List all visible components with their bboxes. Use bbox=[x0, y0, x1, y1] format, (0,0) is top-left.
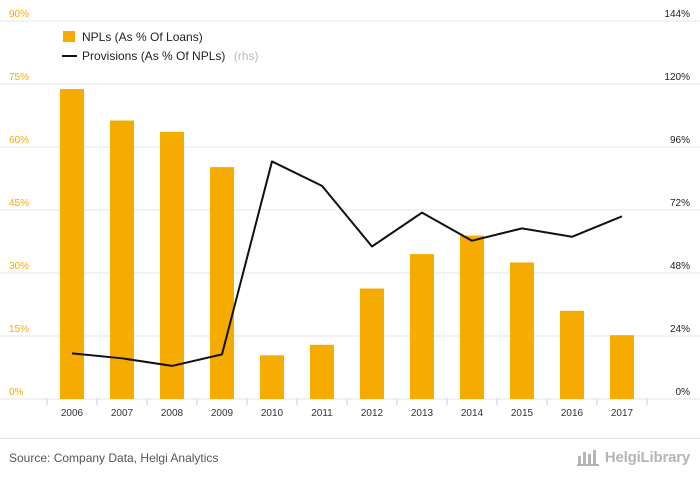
left-tick-label: 0% bbox=[9, 387, 24, 398]
brand-logo: HelgiLibrary bbox=[576, 448, 690, 466]
right-tick-label: 120% bbox=[664, 72, 690, 83]
x-axis-ticks: 2006 2007 2008 2009 2010 2011 2012 2013 2014 2015… bbox=[46, 399, 648, 419]
left-tick-label: 45% bbox=[9, 198, 29, 209]
npl-bar bbox=[210, 167, 234, 399]
left-tick-label: 15% bbox=[9, 324, 29, 335]
npl-bar bbox=[510, 262, 534, 399]
npl-bar bbox=[160, 131, 184, 399]
x-tick-label: 2007 bbox=[111, 408, 134, 419]
left-tick-label: 60% bbox=[9, 135, 29, 146]
npl-bars bbox=[60, 89, 634, 399]
npl-bar bbox=[610, 335, 634, 399]
grid-lines bbox=[0, 20, 700, 400]
left-tick-label: 30% bbox=[9, 261, 29, 272]
x-tick-label: 2006 bbox=[61, 408, 84, 419]
x-tick-label: 2012 bbox=[361, 408, 384, 419]
npl-bar bbox=[460, 235, 484, 399]
npl-bar bbox=[260, 355, 284, 399]
npl-bar bbox=[360, 288, 384, 399]
footer-divider bbox=[0, 438, 700, 439]
x-tick-label: 2015 bbox=[511, 408, 534, 419]
x-tick-label: 2016 bbox=[561, 408, 584, 419]
legend: NPLs (As % Of Loans) Provisions (As % Of… bbox=[62, 30, 259, 64]
right-tick-label: 0% bbox=[676, 387, 691, 398]
legend-label-npls: NPLs (As % Of Loans) bbox=[82, 30, 203, 44]
legend-provisions-suffix: (rhs) bbox=[234, 49, 259, 63]
x-tick-label: 2013 bbox=[411, 408, 434, 419]
left-tick-label: 75% bbox=[9, 72, 29, 83]
right-tick-label: 72% bbox=[670, 198, 690, 209]
npl-bar bbox=[110, 120, 134, 399]
x-tick-label: 2014 bbox=[461, 408, 484, 419]
left-tick-label: 90% bbox=[9, 9, 29, 20]
npl-bar bbox=[310, 344, 334, 399]
right-tick-label: 144% bbox=[664, 9, 690, 20]
npl-bar bbox=[410, 254, 434, 399]
x-tick-label: 2010 bbox=[261, 408, 284, 419]
source-note: Source: Company Data, Helgi Analytics bbox=[9, 451, 219, 465]
x-tick-label: 2011 bbox=[311, 408, 333, 419]
right-tick-label: 48% bbox=[670, 261, 690, 272]
chart: 0% 15% 30% 45% 60% 75% 90% 0% 24% 48% 72% 96% 120% 1… bbox=[0, 9, 700, 419]
brand-name: HelgiLibrary bbox=[604, 448, 690, 466]
right-tick-label: 24% bbox=[670, 324, 690, 335]
legend-swatch-npls bbox=[63, 31, 75, 42]
provisions-line-layer bbox=[71, 160, 623, 367]
x-tick-label: 2017 bbox=[611, 408, 634, 419]
npl-bar bbox=[560, 310, 584, 399]
x-tick-label: 2008 bbox=[161, 408, 184, 419]
left-axis-ticks: 0% 15% 30% 45% 60% 75% 90% bbox=[9, 9, 29, 398]
legend-label-provisions: Provisions (As % Of NPLs) (rhs) bbox=[82, 47, 259, 64]
right-axis-ticks: 0% 24% 48% 72% 96% 120% 144% bbox=[664, 9, 690, 398]
provisions-line bbox=[71, 160, 623, 367]
x-tick-label: 2009 bbox=[211, 408, 234, 419]
library-icon bbox=[576, 450, 599, 466]
npl-bar bbox=[60, 89, 84, 399]
legend-provisions-name: Provisions (As % Of NPLs) bbox=[82, 49, 225, 63]
right-tick-label: 96% bbox=[670, 135, 690, 146]
